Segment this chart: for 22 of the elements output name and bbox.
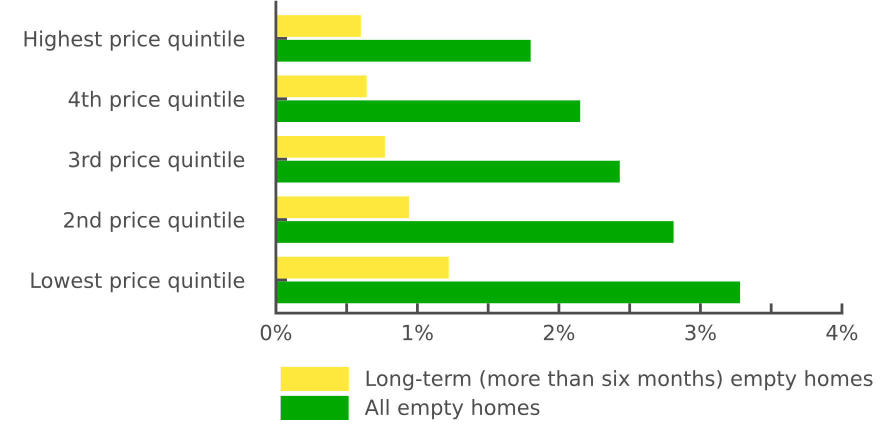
bar [276, 76, 366, 98]
y-tick-label: 3rd price quintile [69, 151, 244, 172]
x-tick-label: 2% [544, 324, 574, 340]
bar [276, 256, 449, 278]
y-tick-label: 4th price quintile [68, 90, 244, 112]
y-tick-label: Highest price quintile [24, 30, 244, 51]
x-tick-label: 0% [260, 324, 292, 340]
legend-label: Long-term (more than six months) empty homes [366, 370, 873, 390]
bar [276, 40, 531, 62]
y-tick-label: Lowest price quintile [31, 272, 244, 292]
bar [276, 196, 409, 218]
x-tick-label: 1% [403, 324, 433, 340]
x-tick-label: 3% [685, 324, 716, 340]
y-tick-label: 2nd price quintile [64, 212, 244, 232]
legend-label: All empty homes [364, 399, 540, 420]
bar [276, 136, 385, 158]
bar [276, 281, 740, 304]
bar [276, 100, 580, 122]
bar [276, 221, 674, 243]
x-tick-label: 4% [826, 324, 858, 340]
bar [276, 160, 620, 182]
bar [276, 15, 361, 37]
